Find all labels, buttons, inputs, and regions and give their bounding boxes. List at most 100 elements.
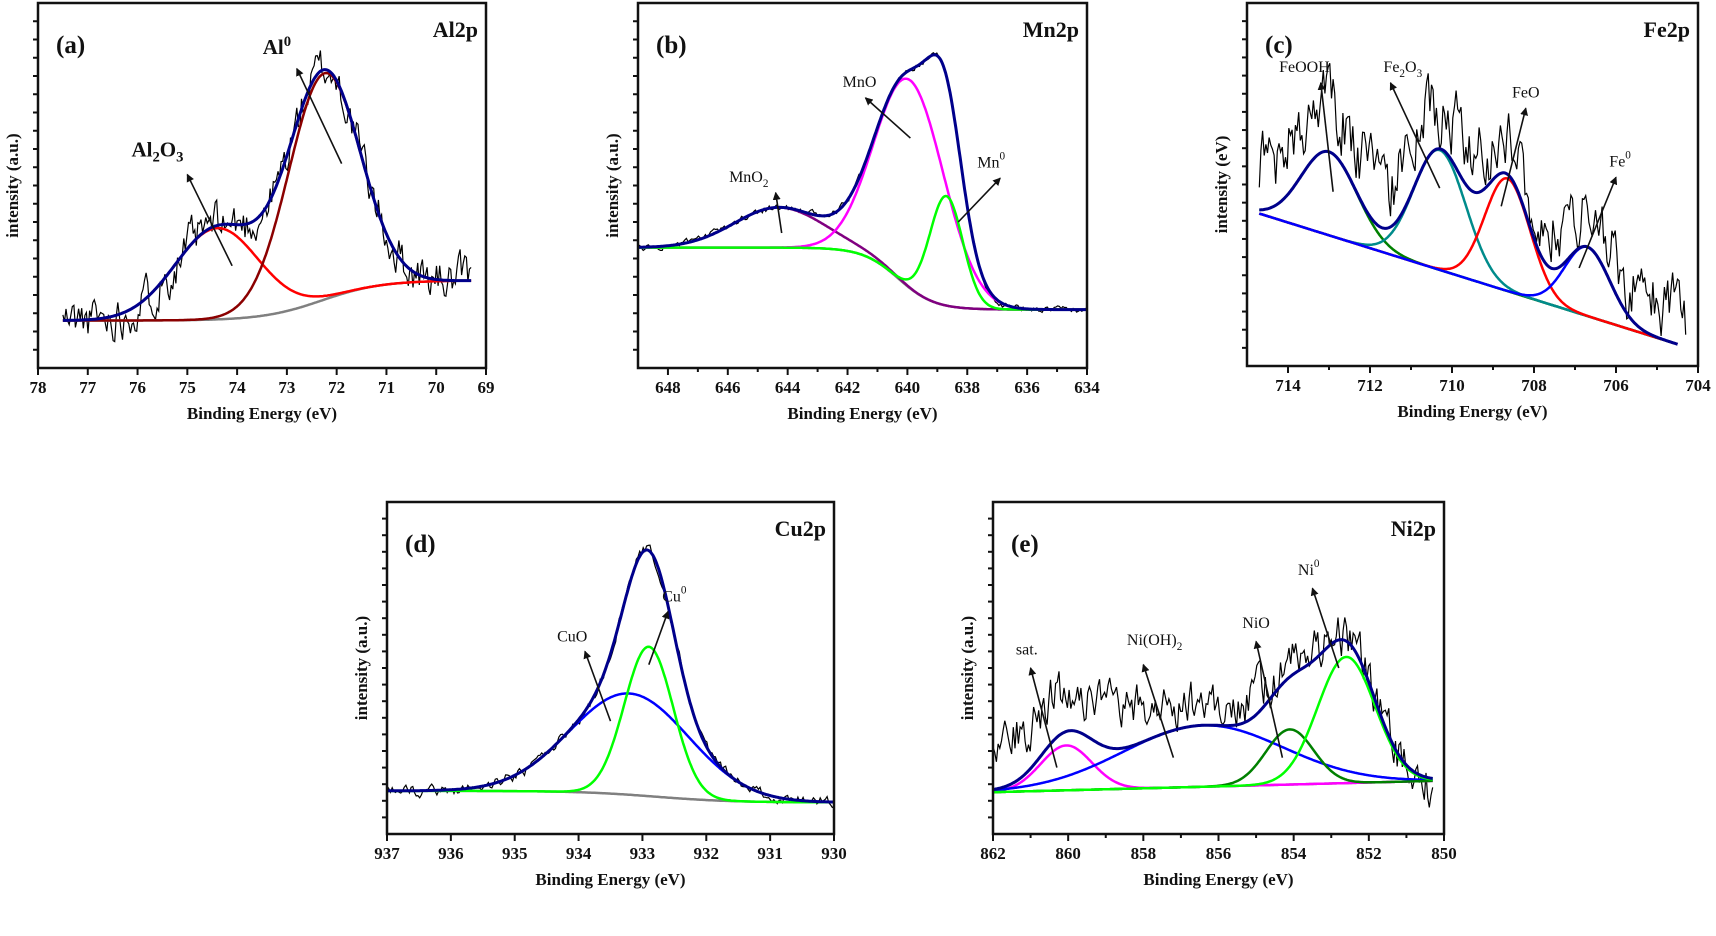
peak-label: Ni(OH)2 xyxy=(1127,632,1182,653)
panel-title: Fe2p xyxy=(1644,17,1690,42)
peak-label-part: 2 xyxy=(152,149,159,165)
peak-label-part: 0 xyxy=(681,585,687,597)
y-axis-title: intensity (a.u.) xyxy=(352,616,371,720)
component-nio-line xyxy=(992,728,1433,794)
envelope-fit-line xyxy=(638,53,1087,312)
annotation-arrow xyxy=(1317,81,1334,192)
peak-label-part: Fe xyxy=(1609,153,1625,170)
x-axis-title: Binding Energy (eV) xyxy=(187,404,337,423)
peak-label-part: Al xyxy=(131,137,152,161)
x-tick-label: 642 xyxy=(835,378,861,397)
panel-d: 937 936 935 934 933 932 931 930 Binding Energy (… xyxy=(352,500,847,889)
x-tick-label: 76 xyxy=(129,378,146,397)
x-tick-label: 640 xyxy=(895,378,921,397)
x-tick-label: 862 xyxy=(980,844,1006,863)
x-tick-label: 933 xyxy=(630,844,656,863)
annotation-arrow xyxy=(648,610,670,665)
peak-label-part: CuO xyxy=(557,628,587,645)
x-tick-label: 646 xyxy=(715,378,741,397)
x-tick-label: 71 xyxy=(378,378,395,397)
annotation-arrow xyxy=(957,177,1001,223)
x-tick-label: 712 xyxy=(1357,376,1383,395)
panel-letter: (d) xyxy=(405,531,436,558)
x-tick-label: 860 xyxy=(1055,844,1081,863)
x-tick-label: 634 xyxy=(1074,378,1100,397)
x-tick-label: 714 xyxy=(1275,376,1301,395)
peak-label-part: NiO xyxy=(1242,615,1270,632)
panel-a: 78 77 76 75 74 73 72 71 70 69 Binding Energy (eV) i… xyxy=(3,1,495,423)
x-tick-label: 72 xyxy=(328,378,345,397)
peak-label-part: Mn xyxy=(977,154,999,171)
plot-frame xyxy=(636,1,1089,370)
peak-label: NiO xyxy=(1242,615,1270,632)
peak-label-part: 2 xyxy=(1399,68,1405,80)
x-tick-label: 932 xyxy=(694,844,720,863)
annotation-arrow xyxy=(1141,663,1175,758)
panel-title: Ni2p xyxy=(1391,516,1436,541)
peak-label: Al2O3 xyxy=(131,137,183,165)
panel-title: Cu2p xyxy=(775,516,826,541)
x-axis-title: Binding Energy (eV) xyxy=(787,404,937,423)
peak-label-part: 2 xyxy=(763,178,769,190)
x-tick-label: 856 xyxy=(1206,844,1232,863)
x-tick-label: 937 xyxy=(374,844,400,863)
annotation-arrow xyxy=(186,173,233,267)
raw-spectrum-line xyxy=(386,544,835,809)
peak-label-part: Al xyxy=(263,35,284,59)
x-tick-label: 77 xyxy=(79,378,97,397)
peak-label: CuO xyxy=(557,628,587,645)
y-axis-title: intensity (a.u.) xyxy=(958,616,977,720)
panel-title: Al2p xyxy=(433,17,478,42)
raw-spectrum-line xyxy=(992,617,1434,808)
x-tick-label: 710 xyxy=(1439,376,1465,395)
component-cu0-line xyxy=(387,645,835,804)
peak-label-part: Ni xyxy=(1298,562,1315,579)
x-tick-label: 70 xyxy=(428,378,445,397)
panel-e: 862 860 858 856 854 852 850 Binding Energy (eV)… xyxy=(958,500,1457,889)
x-tick-label: 74 xyxy=(229,378,247,397)
peak-label: FeOOH xyxy=(1279,59,1330,76)
annotation-arrow xyxy=(583,650,612,722)
peak-label-part: 0 xyxy=(1314,558,1320,570)
peak-label: FeO xyxy=(1512,84,1540,101)
x-axis-title: Binding Energy (eV) xyxy=(535,870,685,889)
envelope-fit-line xyxy=(1259,147,1678,346)
peak-label: MnO xyxy=(843,74,877,91)
x-tick-label: 638 xyxy=(955,378,981,397)
x-tick-label: 934 xyxy=(566,844,592,863)
x-tick-label: 73 xyxy=(278,378,295,397)
x-tick-label: 704 xyxy=(1685,376,1711,395)
peak-label-part: 2 xyxy=(1177,641,1183,653)
x-tick-label: 636 xyxy=(1014,378,1040,397)
panel-letter: (a) xyxy=(56,32,85,59)
y-axis-title: intensity (eV) xyxy=(1212,136,1231,234)
annotation-arrow xyxy=(1500,107,1528,207)
plot-frame xyxy=(991,500,1446,836)
peak-label: sat. xyxy=(1016,642,1038,659)
peak-label-part: 0 xyxy=(1625,149,1631,161)
x-tick-label: 644 xyxy=(775,378,801,397)
peak-label: Cu0 xyxy=(662,585,687,606)
envelope-fit-line xyxy=(992,638,1433,791)
x-tick-label: 936 xyxy=(438,844,464,863)
peak-label-part: Cu xyxy=(662,589,681,606)
peak-label: Mn0 xyxy=(977,150,1005,171)
annotation-arrow xyxy=(1578,176,1618,269)
peak-label: Al0 xyxy=(263,34,291,59)
component-mn0-line xyxy=(638,194,1087,311)
x-tick-label: 935 xyxy=(502,844,528,863)
panel-b: 648 646 644 642 640 638 636 634 Binding Energy (… xyxy=(603,1,1100,423)
raw-spectrum-line xyxy=(1258,63,1687,337)
peak-label: Fe0 xyxy=(1609,149,1631,170)
panel-letter: (e) xyxy=(1011,531,1039,558)
x-tick-label: 69 xyxy=(478,378,495,397)
annotation-arrow xyxy=(296,67,343,164)
peak-label-part: FeO xyxy=(1512,84,1540,101)
panel-c: 714 712 710 708 706 704 Binding Energy (eV) int… xyxy=(1212,1,1711,421)
peak-label-part: 0 xyxy=(284,34,291,50)
x-tick-label: 930 xyxy=(821,844,847,863)
background-line xyxy=(62,279,472,322)
component-feo-line xyxy=(1258,177,1678,346)
x-tick-label: 648 xyxy=(655,378,681,397)
